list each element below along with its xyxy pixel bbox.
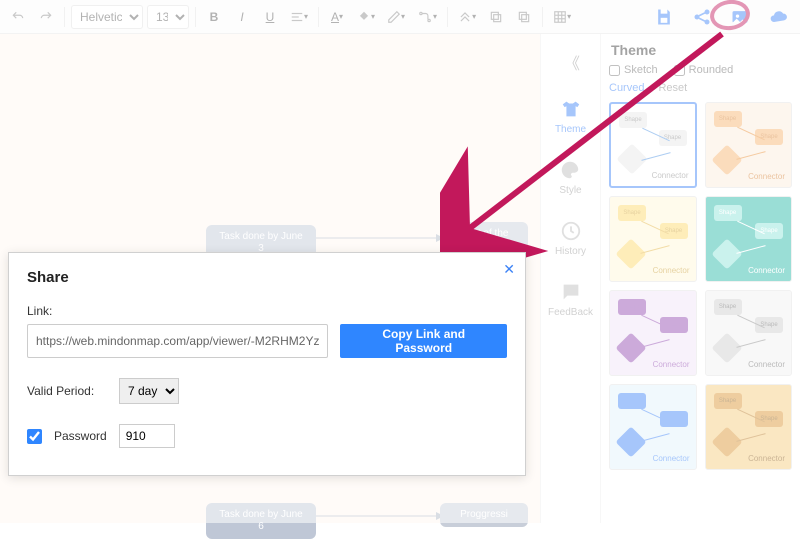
reset-action[interactable]: Reset (658, 82, 687, 94)
sketch-checkbox[interactable]: Sketch (609, 64, 658, 76)
theme-swatch[interactable]: ShapeShapeConnector (609, 196, 697, 282)
link-label: Link: (27, 304, 507, 318)
theme-swatch[interactable]: ShapeShapeConnector (609, 290, 697, 376)
send-backward-button[interactable] (512, 5, 536, 29)
connector-button[interactable]: ▾ (413, 5, 441, 29)
rail-tab-style[interactable]: Style (559, 159, 581, 196)
password-label: Password (54, 429, 107, 443)
undo-button[interactable] (6, 5, 30, 29)
italic-button[interactable]: I (230, 5, 254, 29)
sidebar-rail: 《 Theme Style History FeedBack (540, 34, 600, 523)
copy-link-password-button[interactable]: Copy Link and Password (340, 324, 507, 358)
close-dialog-button[interactable]: ✕ (503, 261, 515, 278)
theme-swatch[interactable]: ShapeShapeConnector (609, 102, 697, 188)
theme-swatch[interactable]: ShapeShapeConnector (705, 196, 793, 282)
font-color-button[interactable]: A▾ (325, 5, 349, 29)
share-link-input[interactable] (27, 324, 328, 358)
dialog-title: Share (27, 269, 507, 286)
rail-tab-theme[interactable]: Theme (555, 98, 586, 135)
waypoint-button[interactable]: ▾ (454, 5, 480, 29)
share-dialog: ✕ Share Link: Copy Link and Password Val… (8, 252, 526, 476)
table-button[interactable]: ▾ (549, 5, 575, 29)
chat-icon (560, 281, 582, 303)
fill-color-button[interactable]: ▾ (353, 5, 379, 29)
bold-button[interactable]: B (202, 5, 226, 29)
underline-button[interactable]: U (258, 5, 282, 29)
cloud-button[interactable] (764, 5, 794, 29)
theme-swatch[interactable]: ShapeShapeConnector (705, 290, 793, 376)
curved-action[interactable]: Curved (609, 82, 644, 94)
flowchart-node[interactable]: Task done by June 6 (206, 503, 316, 539)
align-button[interactable]: ▾ (286, 5, 312, 29)
edit-button[interactable]: ▾ (383, 5, 409, 29)
bring-forward-button[interactable] (484, 5, 508, 29)
theme-swatch[interactable]: ShapeShapeConnector (609, 384, 697, 470)
font-size-select[interactable]: 13 (147, 5, 189, 29)
flowchart-node[interactable]: Proggressi (440, 503, 528, 527)
palette-icon (559, 159, 581, 181)
valid-period-label: Valid Period: (27, 384, 107, 398)
tshirt-icon (560, 98, 582, 120)
theme-swatch-grid: ShapeShapeConnectorShapeShapeConnectorSh… (609, 102, 792, 470)
save-button[interactable] (650, 5, 678, 29)
password-input[interactable] (119, 424, 175, 448)
rail-label: History (555, 246, 586, 257)
rail-label: Style (559, 185, 581, 196)
theme-panel: Theme Sketch Rounded Curved Reset ShapeS… (600, 34, 800, 523)
theme-panel-title: Theme (609, 42, 792, 58)
theme-swatch[interactable]: ShapeShapeConnector (705, 384, 793, 470)
rail-tab-feedback[interactable]: FeedBack (548, 281, 593, 318)
valid-period-select[interactable]: 7 day (119, 378, 179, 404)
theme-swatch[interactable]: ShapeShapeConnector (705, 102, 793, 188)
redo-button[interactable] (34, 5, 58, 29)
rail-tab-history[interactable]: History (555, 220, 586, 257)
rail-label: Theme (555, 124, 586, 135)
history-icon (560, 220, 582, 242)
rounded-checkbox[interactable]: Rounded (674, 64, 734, 76)
top-toolbar: Helvetica 13 B I U ▾ A▾ ▾ ▾ ▾ ▾ ▾ (0, 0, 800, 34)
collapse-panel-button[interactable]: 《 (564, 50, 577, 74)
rail-label: FeedBack (548, 307, 593, 318)
password-checkbox[interactable] (27, 429, 42, 444)
font-family-select[interactable]: Helvetica (71, 5, 143, 29)
